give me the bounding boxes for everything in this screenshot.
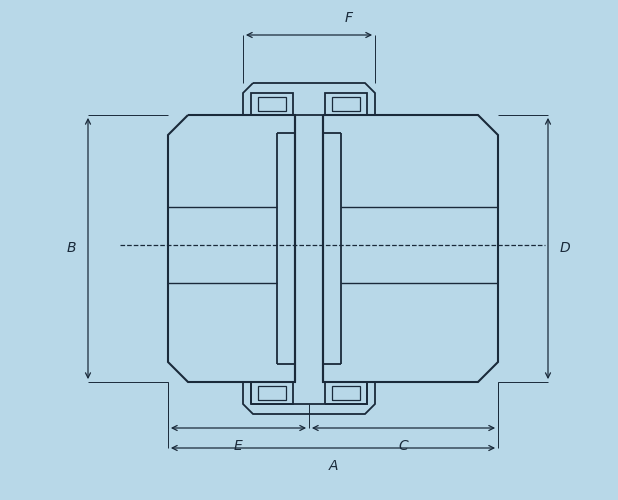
Text: B: B xyxy=(67,242,76,256)
Text: E: E xyxy=(234,439,243,453)
Text: A: A xyxy=(328,459,338,473)
Text: C: C xyxy=(399,439,408,453)
Text: D: D xyxy=(560,242,570,256)
Text: F: F xyxy=(345,11,353,25)
